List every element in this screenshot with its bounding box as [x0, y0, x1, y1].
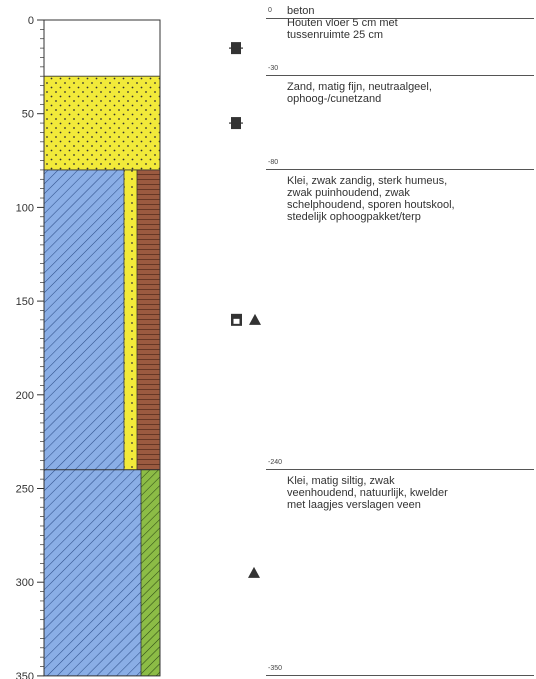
layer-boundary-line [266, 75, 534, 76]
boundary-depth-label: -80 [268, 159, 278, 166]
boundary-depth-label: -240 [268, 459, 282, 466]
tick-label: 150 [16, 296, 34, 308]
triangle-icon [248, 567, 260, 578]
tick-label: 300 [16, 577, 34, 589]
humus-strip [137, 170, 160, 470]
layer-boundary-line [266, 675, 534, 676]
clay-fill [44, 470, 141, 676]
tick-label: 350 [16, 671, 34, 679]
soil-layer [44, 76, 160, 170]
layer-boundary-line [266, 169, 534, 170]
layer-description: beton Houten vloer 5 cm met tussenruimte… [287, 5, 532, 41]
boundary-depth-label: -30 [268, 65, 278, 72]
tick-label: 100 [16, 202, 34, 214]
sample-square-icon [229, 42, 243, 54]
sample-markers [229, 42, 261, 578]
triangle-icon [249, 314, 261, 325]
sample-square-icon [229, 117, 243, 129]
peat-strip [141, 470, 160, 676]
layer-description: Klei, matig siltig, zwak veenhoudend, na… [287, 475, 532, 511]
depth-axis: 0 50 100 150 200 250 300 350 [16, 15, 44, 679]
soil-column [44, 20, 160, 676]
tick-label: 200 [16, 390, 34, 402]
soil-layer [44, 170, 160, 470]
tick-label: 0 [28, 15, 34, 27]
soil-layer [44, 470, 160, 676]
soil-layer [44, 20, 160, 76]
sample-open-square-icon [231, 314, 242, 326]
boundary-depth-label: -350 [268, 665, 282, 672]
top-line [266, 18, 534, 19]
sand-strip [124, 170, 137, 470]
layer-description: Klei, zwak zandig, sterk humeus, zwak pu… [287, 175, 532, 223]
layer-boundary-line [266, 469, 534, 470]
clay-fill [44, 170, 124, 470]
layer-description: Zand, matig fijn, neutraalgeel, ophoog-/… [287, 81, 532, 105]
boundary-depth-label: 0 [268, 7, 272, 14]
tick-label: 50 [22, 109, 34, 121]
tick-label: 250 [16, 484, 34, 496]
